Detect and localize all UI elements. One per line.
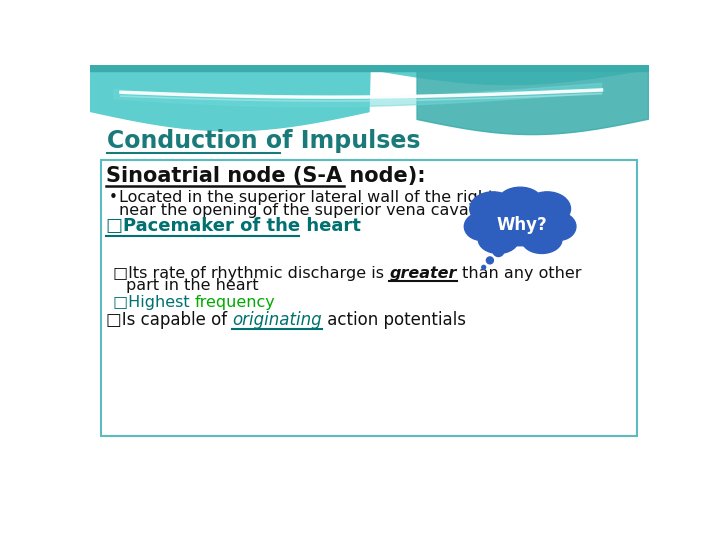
Text: □Its rate of rhythmic discharge is: □Its rate of rhythmic discharge is bbox=[113, 266, 390, 281]
Ellipse shape bbox=[464, 213, 498, 240]
Text: Sinoatrial node (S-A node):: Sinoatrial node (S-A node): bbox=[106, 166, 425, 186]
Ellipse shape bbox=[498, 187, 542, 215]
Text: Why?: Why? bbox=[496, 216, 547, 234]
Text: •: • bbox=[109, 190, 117, 205]
Text: frequency: frequency bbox=[195, 295, 276, 309]
Text: □Is capable of: □Is capable of bbox=[106, 311, 232, 329]
Circle shape bbox=[487, 257, 493, 264]
Text: originating: originating bbox=[232, 311, 322, 329]
Ellipse shape bbox=[469, 192, 516, 226]
Ellipse shape bbox=[542, 213, 576, 240]
Ellipse shape bbox=[480, 200, 560, 246]
Text: greater: greater bbox=[390, 266, 456, 281]
Circle shape bbox=[482, 265, 485, 269]
Text: Conduction of Impulses: Conduction of Impulses bbox=[107, 129, 420, 153]
Text: near the opening of the superior vena cava: near the opening of the superior vena ca… bbox=[120, 203, 469, 218]
Text: action potentials: action potentials bbox=[322, 311, 466, 329]
Text: □Pacemaker of the heart: □Pacemaker of the heart bbox=[106, 217, 361, 235]
Text: Located in the superior lateral wall of the right atrium: Located in the superior lateral wall of … bbox=[120, 190, 553, 205]
Ellipse shape bbox=[478, 226, 518, 253]
Circle shape bbox=[493, 246, 504, 256]
Text: □Highest: □Highest bbox=[113, 295, 195, 309]
Ellipse shape bbox=[524, 192, 570, 226]
Text: than any other: than any other bbox=[456, 266, 581, 281]
Ellipse shape bbox=[522, 226, 562, 253]
FancyBboxPatch shape bbox=[101, 160, 637, 436]
Text: part in the heart: part in the heart bbox=[126, 279, 258, 293]
